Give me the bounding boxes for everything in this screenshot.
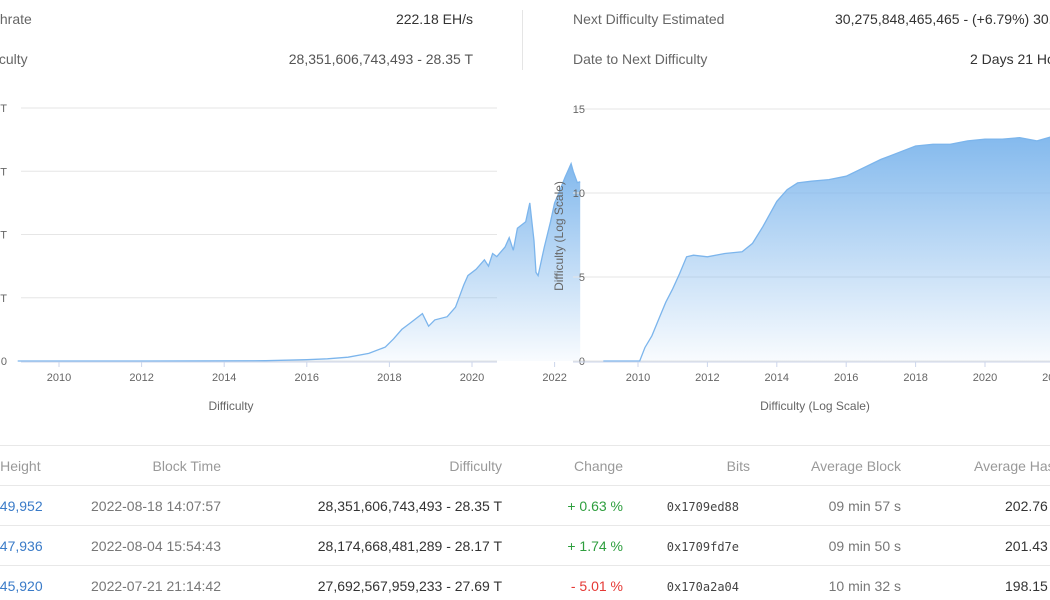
y-tick-label: 10 <box>573 188 585 200</box>
x-tick-label: 2010 <box>626 372 650 384</box>
average-hashrate-cell: 202.76 <box>1005 498 1048 514</box>
header-bits: Bits <box>726 458 750 474</box>
header-block-time: Block Time <box>152 458 221 474</box>
x-tick-label: 2018 <box>377 372 401 384</box>
average-block-cell: 10 min 32 s <box>828 578 901 594</box>
next-difficulty-value: 30,275,848,465,465 - (+6.79%) 30.2 <box>835 11 1050 27</box>
hashrate-label: Hashrate <box>0 11 32 27</box>
x-tick-label: 2020 <box>973 372 997 384</box>
x-tick-label: 2012 <box>695 372 719 384</box>
x-axis-title: Difficulty (Log Scale) <box>760 399 870 413</box>
date-next-label: Date to Next Difficulty <box>573 51 708 67</box>
divider <box>522 10 523 70</box>
x-tick-label: 2010 <box>47 372 71 384</box>
change-cell: + 0.63 % <box>567 498 623 514</box>
row-divider <box>0 565 1050 566</box>
change-cell: + 1.74 % <box>567 538 623 554</box>
difficulty-charts: 0 10T 20T 30T 40T 2010 2012 2014 2016 2018 2020 202… <box>0 103 1050 413</box>
difficulty-label: Difficulty <box>0 51 28 67</box>
x-tick-label: 2014 <box>765 372 789 384</box>
x-tick-label: 2018 <box>903 372 927 384</box>
date-next-value: 2 Days 21 Ho <box>970 51 1050 67</box>
chart-2: 0510152010201220142016201820202022Diffic… <box>552 104 1050 413</box>
block-time: 2022-08-04 15:54:43 <box>91 538 221 554</box>
block-time: 2022-07-21 21:14:42 <box>91 578 221 594</box>
x-tick-label: 2022 <box>1042 372 1050 384</box>
x-tick-label: 2012 <box>129 372 153 384</box>
bits-cell: 0x1709ed88 <box>666 500 739 514</box>
x-tick-label: 2016 <box>834 372 858 384</box>
hashrate-value: 222.18 EH/s <box>395 11 473 27</box>
row-divider <box>0 525 1050 526</box>
block-height-link[interactable]: 747,936 <box>0 538 43 554</box>
x-tick-label: 2016 <box>295 372 319 384</box>
block-time: 2022-08-18 14:07:57 <box>91 498 221 514</box>
chart-1: 0 10T 20T 30T 40T 2010 2012 2014 2016 2018 2020 202… <box>0 103 581 413</box>
average-block-cell: 09 min 50 s <box>828 538 901 554</box>
y-tick-label: 0 <box>1 356 7 368</box>
area-fill <box>17 163 581 361</box>
series-line <box>17 161 581 362</box>
divider <box>0 445 1050 446</box>
difficulty-cell: 28,351,606,743,493 - 28.35 T <box>317 498 502 514</box>
row-divider <box>0 485 1050 486</box>
x-tick-label: 2020 <box>460 372 484 384</box>
x-axis-title: Difficulty <box>208 399 253 413</box>
y-tick-label: 30T <box>0 166 7 178</box>
difficulty-value: 28,351,606,743,493 - 28.35 T <box>288 51 473 67</box>
area-fill <box>603 137 1050 361</box>
next-difficulty-label: Next Difficulty Estimated <box>573 11 725 27</box>
difficulty-cell: 27,692,567,959,233 - 27.69 T <box>317 578 502 594</box>
y-axis-title: Difficulty (Log Scale) <box>552 181 566 291</box>
average-hashrate-cell: 198.15 <box>1005 578 1048 594</box>
block-height-link[interactable]: 745,920 <box>0 578 43 594</box>
average-hashrate-cell: 201.43 <box>1005 538 1048 554</box>
y-tick-label: 40T <box>0 103 7 115</box>
x-tick-label: 2014 <box>212 372 236 384</box>
change-cell: - 5.01 % <box>570 578 623 594</box>
bits-cell: 0x1709fd7e <box>666 540 739 554</box>
header-difficulty: Difficulty <box>449 458 502 474</box>
average-block-cell: 09 min 57 s <box>828 498 901 514</box>
block-height-link[interactable]: 749,952 <box>0 498 43 514</box>
header-average-block: Average Block <box>810 458 901 474</box>
y-tick-label: 10T <box>0 293 7 305</box>
header-average-hashrate: Average Hashrate <box>974 458 1050 474</box>
bits-cell: 0x170a2a04 <box>666 580 739 594</box>
y-tick-label: 5 <box>579 272 585 284</box>
series-line <box>603 136 1050 362</box>
header-change: Change <box>573 458 623 474</box>
x-tick-label: 2022 <box>542 372 566 384</box>
y-tick-label: 20T <box>0 230 7 242</box>
header-block-height: Block Height <box>0 458 41 474</box>
difficulty-cell: 28,174,668,481,289 - 28.17 T <box>317 538 502 554</box>
y-tick-label: 15 <box>573 104 585 116</box>
